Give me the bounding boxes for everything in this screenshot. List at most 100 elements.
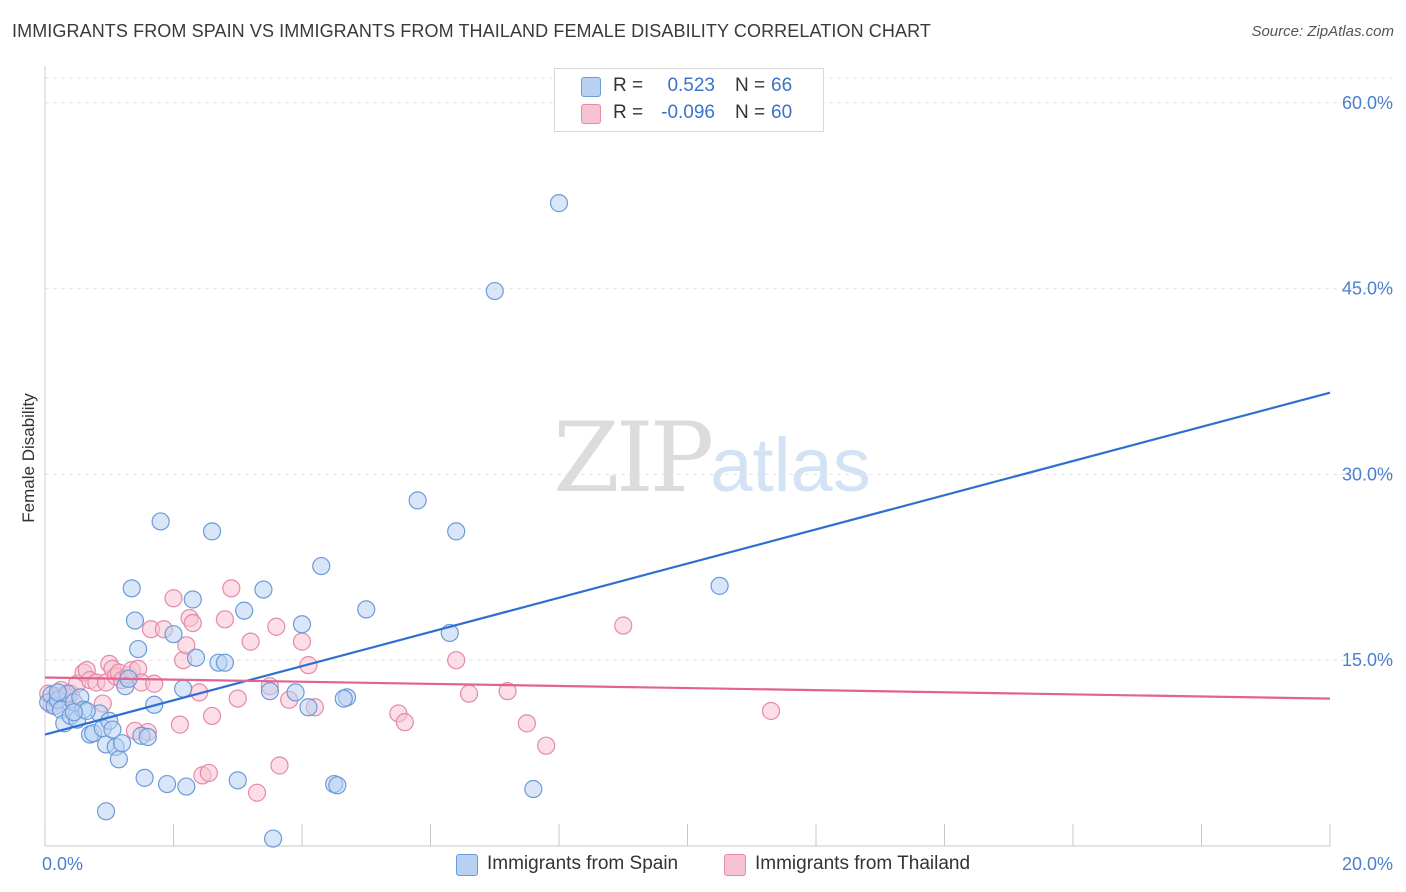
thailand-point (459, 684, 479, 703)
thailand-point (170, 715, 190, 734)
spain-point (447, 522, 466, 541)
thailand-point (761, 701, 781, 721)
spain-point (64, 703, 84, 722)
spain-point (202, 522, 222, 541)
x-tick-label: 20.0% (1342, 854, 1393, 874)
legend-n-value-thailand: 60 (771, 102, 793, 123)
spain-point (524, 779, 543, 799)
spain-point (96, 802, 116, 821)
legend-r-value-spain: 0.523 (667, 75, 715, 96)
thailand-point (202, 706, 222, 726)
series-label-spain: Immigrants from Spain (487, 853, 679, 874)
thailand-points (39, 579, 781, 802)
thailand-point (183, 613, 202, 633)
spain-point (710, 576, 729, 595)
axes (44, 66, 1331, 847)
thailand-point (292, 632, 312, 651)
legend-n-value-spain: 66 (771, 75, 793, 96)
spain-point (129, 639, 148, 659)
thailand-point (177, 636, 196, 655)
y-axis-label: Female Disability (19, 393, 38, 523)
watermark-zip: ZIP (553, 402, 714, 514)
spain-point (312, 556, 331, 576)
spain-point (164, 625, 183, 644)
series-swatch-spain (456, 854, 478, 876)
correlation-legend: R = 0.523 N = 66 R = -0.096 N = 60 (554, 68, 824, 132)
spain-point (235, 601, 254, 620)
grid (45, 77, 1392, 661)
thailand-trend-line (44, 676, 1331, 700)
thailand-point (395, 713, 414, 732)
tick-labels: 15.0% 30.0% 45.0% 60.0% 0.0% 20.0% (42, 93, 1393, 874)
source-label: Source: ZipAtlas.com (1251, 23, 1394, 40)
chart-title: IMMIGRANTS FROM SPAIN VS IMMIGRANTS FROM… (12, 21, 931, 41)
spain-point (549, 194, 569, 213)
y-tick-label: 30.0% (1342, 464, 1393, 484)
x-tick-label: 0.0% (42, 854, 83, 874)
thailand-point (498, 682, 517, 701)
spain-trend-line (44, 391, 1331, 736)
legend-r-value-thailand: -0.096 (661, 102, 715, 123)
thailand-point (164, 589, 183, 608)
spain-point (48, 683, 67, 702)
series-legend-thailand: Immigrants from Thailand (724, 852, 994, 878)
spain-point (254, 580, 273, 599)
spain-point (328, 776, 347, 795)
spain-point (299, 698, 318, 717)
y-tick-label: 60.0% (1342, 93, 1393, 113)
series-swatch-thailand (724, 854, 746, 876)
spain-point (135, 768, 154, 787)
spain-points (39, 194, 729, 848)
thailand-point (517, 714, 536, 733)
legend-n-label: N = (735, 75, 766, 96)
watermark: ZIPatlas (553, 402, 871, 514)
spain-point (408, 491, 427, 510)
spain-point (174, 679, 193, 698)
spain-point (260, 682, 279, 701)
series-legend-spain: Immigrants from Spain (456, 852, 706, 878)
thailand-point (199, 763, 218, 783)
spain-point (177, 777, 196, 796)
thailand-point (241, 632, 260, 651)
series-label-thailand: Immigrants from Thailand (755, 853, 971, 874)
spain-point (103, 720, 122, 739)
spain-point (357, 600, 376, 619)
spain-point (186, 648, 206, 667)
spain-point (228, 771, 247, 790)
spain-point (215, 653, 234, 672)
thailand-point (222, 579, 241, 598)
spain-point (157, 774, 177, 794)
spain-point (263, 829, 283, 848)
thailand-point (267, 617, 286, 636)
trend-lines (44, 391, 1331, 736)
thailand-point (247, 783, 267, 802)
legend-row-spain: R = 0.523 N = 66 (555, 73, 823, 99)
legend-r-label: R = (613, 102, 644, 123)
legend-swatch-thailand (581, 104, 601, 124)
thailand-point (228, 689, 247, 708)
spain-point (485, 281, 504, 301)
legend-swatch-spain (581, 77, 601, 97)
spain-point (125, 611, 145, 630)
spain-point (151, 512, 170, 531)
spain-point (292, 615, 312, 634)
watermark-atlas: atlas (710, 423, 871, 508)
spain-point (109, 750, 128, 769)
legend-r-label: R = (613, 75, 644, 96)
thailand-point (215, 610, 234, 629)
thailand-point (145, 674, 164, 693)
spain-point (138, 727, 157, 747)
legend-n-label: N = (735, 102, 766, 123)
thailand-point (447, 651, 466, 670)
spain-point (183, 590, 202, 609)
legend-row-thailand: R = -0.096 N = 60 (555, 100, 823, 126)
thailand-point (270, 756, 289, 775)
spain-point (112, 734, 132, 753)
spain-point (286, 683, 305, 702)
y-tick-label: 45.0% (1342, 279, 1393, 299)
y-tick-label: 15.0% (1342, 650, 1393, 670)
spain-point (334, 689, 353, 708)
thailand-point (614, 616, 633, 635)
thailand-point (537, 736, 556, 755)
